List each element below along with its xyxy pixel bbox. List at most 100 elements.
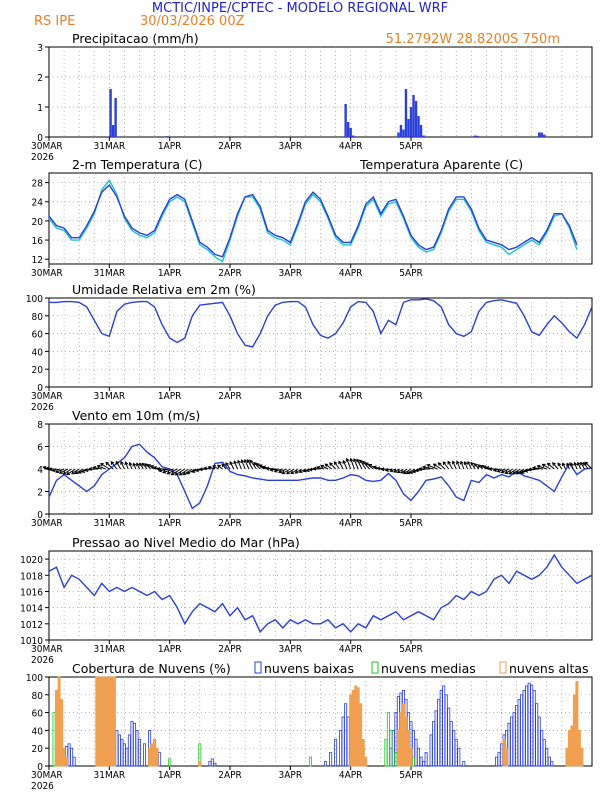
precip-bar	[109, 89, 112, 137]
cloud-bar-nuvens-baixas	[130, 721, 134, 767]
wind-arrow-head	[158, 468, 163, 473]
cloud-bar-nuvens-altas	[97, 676, 101, 767]
x-tick-label: 30MAR	[31, 770, 63, 781]
wind-arrow	[59, 468, 69, 474]
wind-arrow	[497, 468, 506, 473]
cloud-bar-nuvens-altas	[565, 747, 569, 767]
wind-arrow	[401, 468, 408, 474]
wind-arrow-head	[74, 470, 79, 474]
y-tick-label: 1014	[20, 604, 43, 615]
precip-bar	[538, 132, 541, 137]
cloud-bar-nuvens-altas	[504, 747, 508, 767]
wind-arrow	[270, 468, 280, 471]
x-tick-label: 31MAR	[94, 770, 126, 781]
cloud-bar-nuvens-baixas	[535, 703, 539, 767]
wind-arrow-head	[345, 457, 350, 462]
y-tick-label: 24	[32, 198, 44, 209]
cloud-bar-nuvens-altas	[359, 703, 363, 767]
wind-arrow-head	[492, 468, 497, 472]
x-tick-label: 4APR	[339, 391, 363, 402]
cloud-bar-nuvens-altas	[396, 730, 400, 767]
wind-arrow-head	[426, 463, 431, 468]
cloud-bar-nuvens-medias	[168, 758, 172, 767]
cloud-bar-nuvens-baixas	[346, 716, 350, 767]
cloud-bar-nuvens-medias	[386, 712, 390, 767]
wind-arrow-head	[84, 468, 89, 473]
cloud-bar-nuvens-baixas	[517, 698, 521, 767]
wind-arrow	[247, 459, 254, 470]
location-label: RS IPE	[34, 14, 75, 29]
wind-arrow-head	[376, 466, 381, 471]
x-tick-label: 1APR	[158, 770, 182, 781]
wind-arrow-head	[92, 465, 97, 470]
wind-arrow-head	[460, 460, 464, 465]
x-tick-label: 4APR	[339, 770, 363, 781]
cloud-bar-nuvens-baixas	[416, 747, 420, 767]
cloud-bar-nuvens-altas	[102, 676, 106, 767]
wind-arrow-head	[432, 463, 437, 468]
cloud-bar-nuvens-altas	[577, 730, 581, 767]
legend-swatch	[254, 661, 262, 674]
wind-arrow	[105, 462, 114, 470]
wind-arrow-head	[562, 462, 566, 467]
wind-arrow	[212, 465, 219, 470]
wind-arrow	[570, 462, 574, 470]
wind-arrow-head	[541, 463, 546, 468]
x-tick-label: 5APR	[399, 391, 423, 402]
wind-arrow	[493, 468, 502, 471]
cloud-bar-nuvens-baixas	[494, 756, 498, 767]
panel-frame-1	[48, 172, 593, 265]
legend-apparent-temp: Temperatura Aparente (C)	[359, 157, 523, 172]
precip-bar	[111, 125, 115, 137]
cloud-bar-nuvens-baixas	[497, 752, 501, 767]
wind-arrow-head	[243, 458, 248, 463]
x-tick-label: 4APR	[339, 644, 363, 655]
y-tick-label: 60	[32, 330, 44, 341]
wind-arrow-head	[372, 465, 377, 470]
wind-arrow	[547, 463, 555, 470]
run-label: 30/03/2026 00Z	[140, 14, 245, 29]
precip-bar	[407, 119, 410, 137]
y-tick-label: 20	[32, 744, 44, 755]
cloud-bar-nuvens-altas	[60, 698, 64, 767]
wind-arrow-head	[552, 462, 556, 466]
cloud-bar-nuvens-altas	[351, 690, 355, 767]
y-tick-label: 6	[37, 443, 43, 454]
wind-arrow	[144, 463, 152, 470]
wind-arrow-head	[414, 468, 419, 473]
cloud-bar-nuvens-baixas	[132, 722, 136, 767]
cloud-bar-nuvens-altas	[55, 690, 59, 767]
wind-arrow-head	[406, 470, 410, 475]
cloud-bar-nuvens-medias	[411, 756, 415, 767]
cloud-bar-nuvens-baixas	[422, 761, 426, 767]
y-tick-label: 0	[37, 762, 43, 773]
precip-bar	[402, 129, 405, 137]
cloud-bar-nuvens-altas	[572, 694, 576, 767]
x-tick-label: 31MAR	[94, 644, 126, 655]
wind-arrow	[274, 468, 283, 472]
wind-arrow-head	[128, 461, 133, 466]
wind-arrow-head	[422, 465, 426, 470]
wind-arrow-head	[136, 462, 140, 467]
wind-arrow-head	[342, 459, 347, 464]
wind-arrow-head	[156, 467, 161, 472]
wind-arrow-head	[265, 466, 270, 471]
wind-arrow	[508, 468, 517, 475]
wind-arrow-head	[294, 470, 299, 474]
cloud-bar-nuvens-baixas	[527, 682, 531, 767]
legend-label: nuvens baixas	[264, 661, 354, 676]
wind-arrow	[385, 468, 393, 471]
wind-arrow	[244, 459, 250, 470]
x-tick-label: 5APR	[399, 518, 423, 529]
wind-arrow	[100, 463, 110, 470]
cloud-bar-nuvens-baixas	[72, 756, 76, 767]
wind-arrow-head	[485, 466, 490, 470]
wind-arrow-head	[437, 462, 442, 466]
wind-arrow-head	[302, 468, 307, 473]
wind-arrow-head	[120, 460, 124, 465]
cloud-bar-nuvens-medias	[384, 738, 388, 767]
wind-arrow-head	[467, 460, 471, 465]
x-tick-label: 3APR	[279, 644, 303, 655]
cloud-bar-nuvens-baixas	[522, 690, 526, 767]
wind-arrow-head	[456, 460, 460, 465]
